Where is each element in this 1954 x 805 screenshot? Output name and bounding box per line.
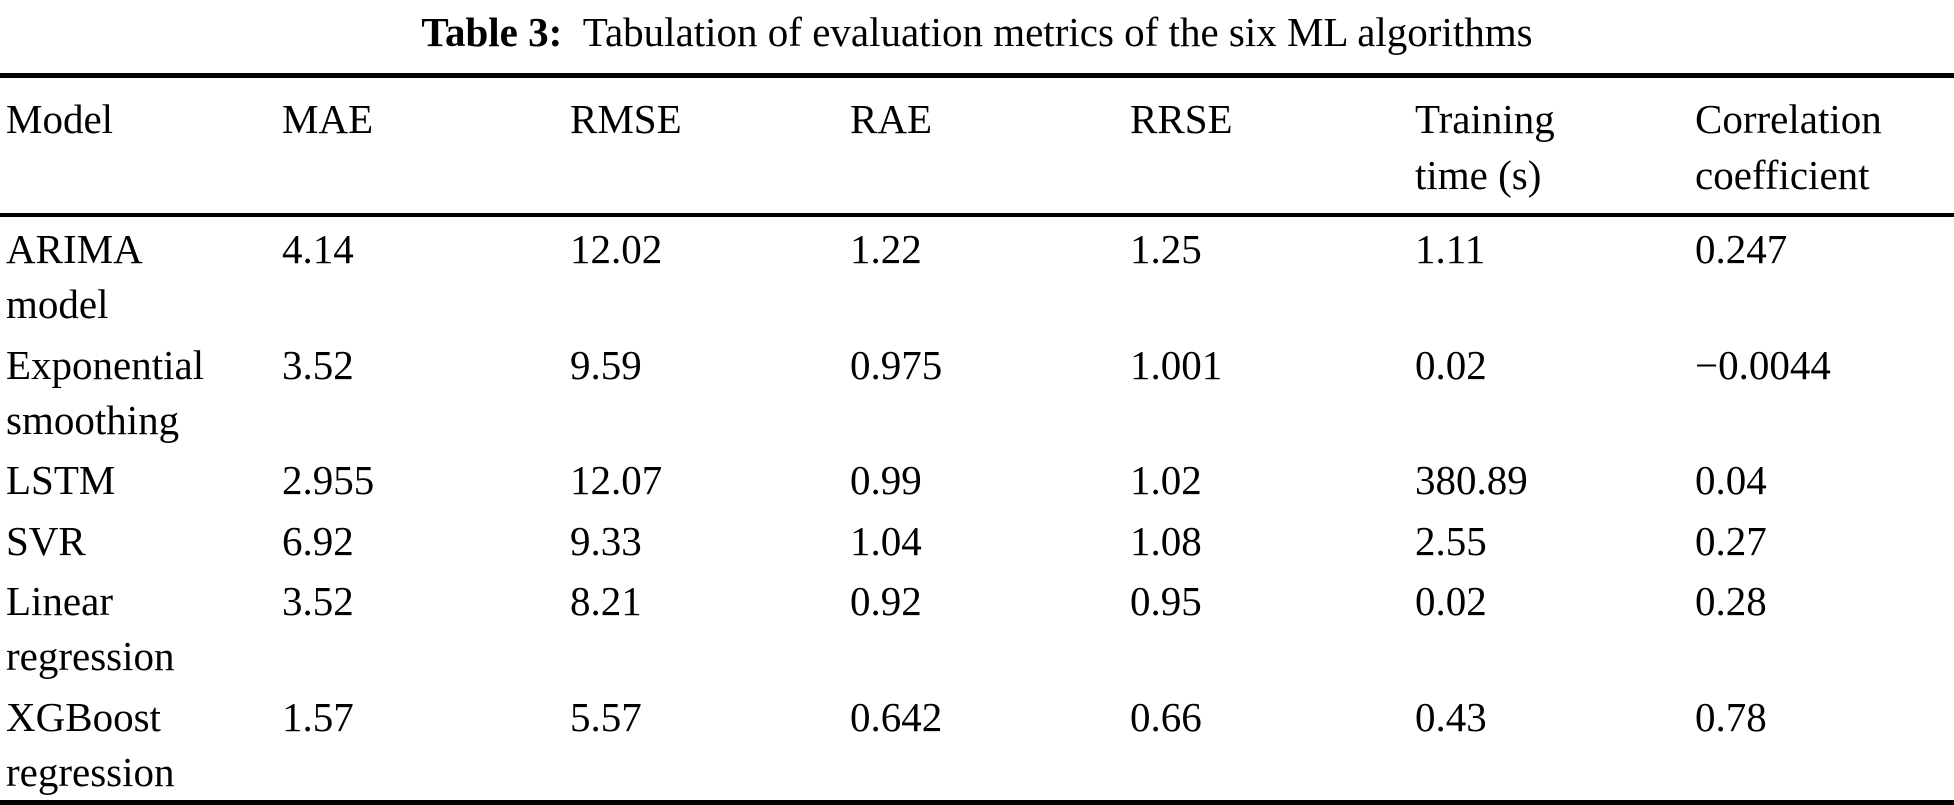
cell-model: SVR xyxy=(6,517,86,564)
table-row: XGBoost regression 1.57 5.57 0.642 0.66 0.43 0… xyxy=(0,685,1954,803)
cell-correlation-coefficient: −0.0044 xyxy=(1695,341,1831,388)
cell-mae: 1.57 xyxy=(282,693,354,740)
table-caption: Table 3: Tabulation of evaluation metric… xyxy=(157,0,1797,57)
cell-training-time-s: 380.89 xyxy=(1415,457,1528,504)
cell-model: LSTM xyxy=(6,457,116,504)
table-row: SVR 6.92 9.33 1.04 1.08 2.55 0.27 xyxy=(0,509,1954,569)
cell-model: XGBoost regression xyxy=(6,693,175,795)
cell-mae: 3.52 xyxy=(282,577,354,624)
header-row: Model MAE RMSE RAE RRSE Training time (s… xyxy=(0,75,1954,217)
column-header-rrse: RRSE xyxy=(1130,75,1415,217)
table-caption-text xyxy=(573,9,583,55)
cell-training-time-s: 1.11 xyxy=(1415,225,1486,272)
table-caption-label: Table 3: xyxy=(421,9,563,55)
cell-rrse: 1.02 xyxy=(1130,457,1202,504)
cell-rae: 0.92 xyxy=(850,577,922,624)
evaluation-metrics-table: Model MAE RMSE RAE RRSE Training time (s… xyxy=(0,73,1954,805)
table-caption-body: Tabulation of evaluation metrics of the … xyxy=(582,9,1533,55)
cell-rmse: 12.07 xyxy=(570,457,663,504)
cell-mae: 4.14 xyxy=(282,225,354,272)
cell-correlation-coefficient: 0.04 xyxy=(1695,457,1767,504)
table-header: Model MAE RMSE RAE RRSE Training time (s… xyxy=(0,75,1954,217)
column-header-rmse: RMSE xyxy=(570,75,850,217)
column-header-correlation-coefficient: Correlation coefficient xyxy=(1695,75,1954,217)
cell-training-time-s: 0.02 xyxy=(1415,577,1487,624)
cell-rrse: 1.001 xyxy=(1130,341,1223,388)
cell-rae: 1.22 xyxy=(850,225,922,272)
cell-correlation-coefficient: 0.27 xyxy=(1695,517,1767,564)
cell-rae: 0.99 xyxy=(850,457,922,504)
cell-rmse: 8.21 xyxy=(570,577,642,624)
column-header-rae: RAE xyxy=(850,75,1130,217)
cell-rrse: 1.08 xyxy=(1130,517,1202,564)
cell-mae: 2.955 xyxy=(282,457,375,504)
cell-rmse: 5.57 xyxy=(570,693,642,740)
table-row: Linear regression 3.52 8.21 0.92 0.95 0.02 0.2… xyxy=(0,569,1954,685)
cell-rrse: 0.66 xyxy=(1130,693,1202,740)
cell-correlation-coefficient: 0.28 xyxy=(1695,577,1767,624)
cell-rmse: 9.33 xyxy=(570,517,642,564)
cell-rae: 1.04 xyxy=(850,517,922,564)
table-row: LSTM 2.955 12.07 0.99 1.02 380.89 0.04 xyxy=(0,448,1954,508)
cell-training-time-s: 0.43 xyxy=(1415,693,1487,740)
table-row: ARIMA model 4.14 12.02 1.22 1.25 1.11 0.247 xyxy=(0,215,1954,333)
cell-training-time-s: 0.02 xyxy=(1415,341,1487,388)
cell-rmse: 9.59 xyxy=(570,341,642,388)
cell-correlation-coefficient: 0.78 xyxy=(1695,693,1767,740)
cell-mae: 6.92 xyxy=(282,517,354,564)
column-header-model: Model xyxy=(0,75,282,217)
cell-rae: 0.975 xyxy=(850,341,943,388)
column-header-training-time: Training time (s) xyxy=(1415,75,1695,217)
cell-rrse: 0.95 xyxy=(1130,577,1202,624)
cell-model: Linear regression xyxy=(6,577,175,680)
table-body: ARIMA model 4.14 12.02 1.22 1.25 1.11 0.247 Exp… xyxy=(0,215,1954,803)
cell-rrse: 1.25 xyxy=(1130,225,1202,272)
cell-rae: 0.642 xyxy=(850,693,943,740)
cell-training-time-s: 2.55 xyxy=(1415,517,1487,564)
column-header-mae: MAE xyxy=(282,75,570,217)
cell-model: Exponential smoothing xyxy=(6,341,205,443)
cell-mae: 3.52 xyxy=(282,341,354,388)
cell-rmse: 12.02 xyxy=(570,225,663,272)
table-row: Exponential smoothing 3.52 9.59 0.975 1.001 0… xyxy=(0,333,1954,449)
cell-correlation-coefficient: 0.247 xyxy=(1695,225,1788,272)
cell-model: ARIMA model xyxy=(6,225,143,328)
